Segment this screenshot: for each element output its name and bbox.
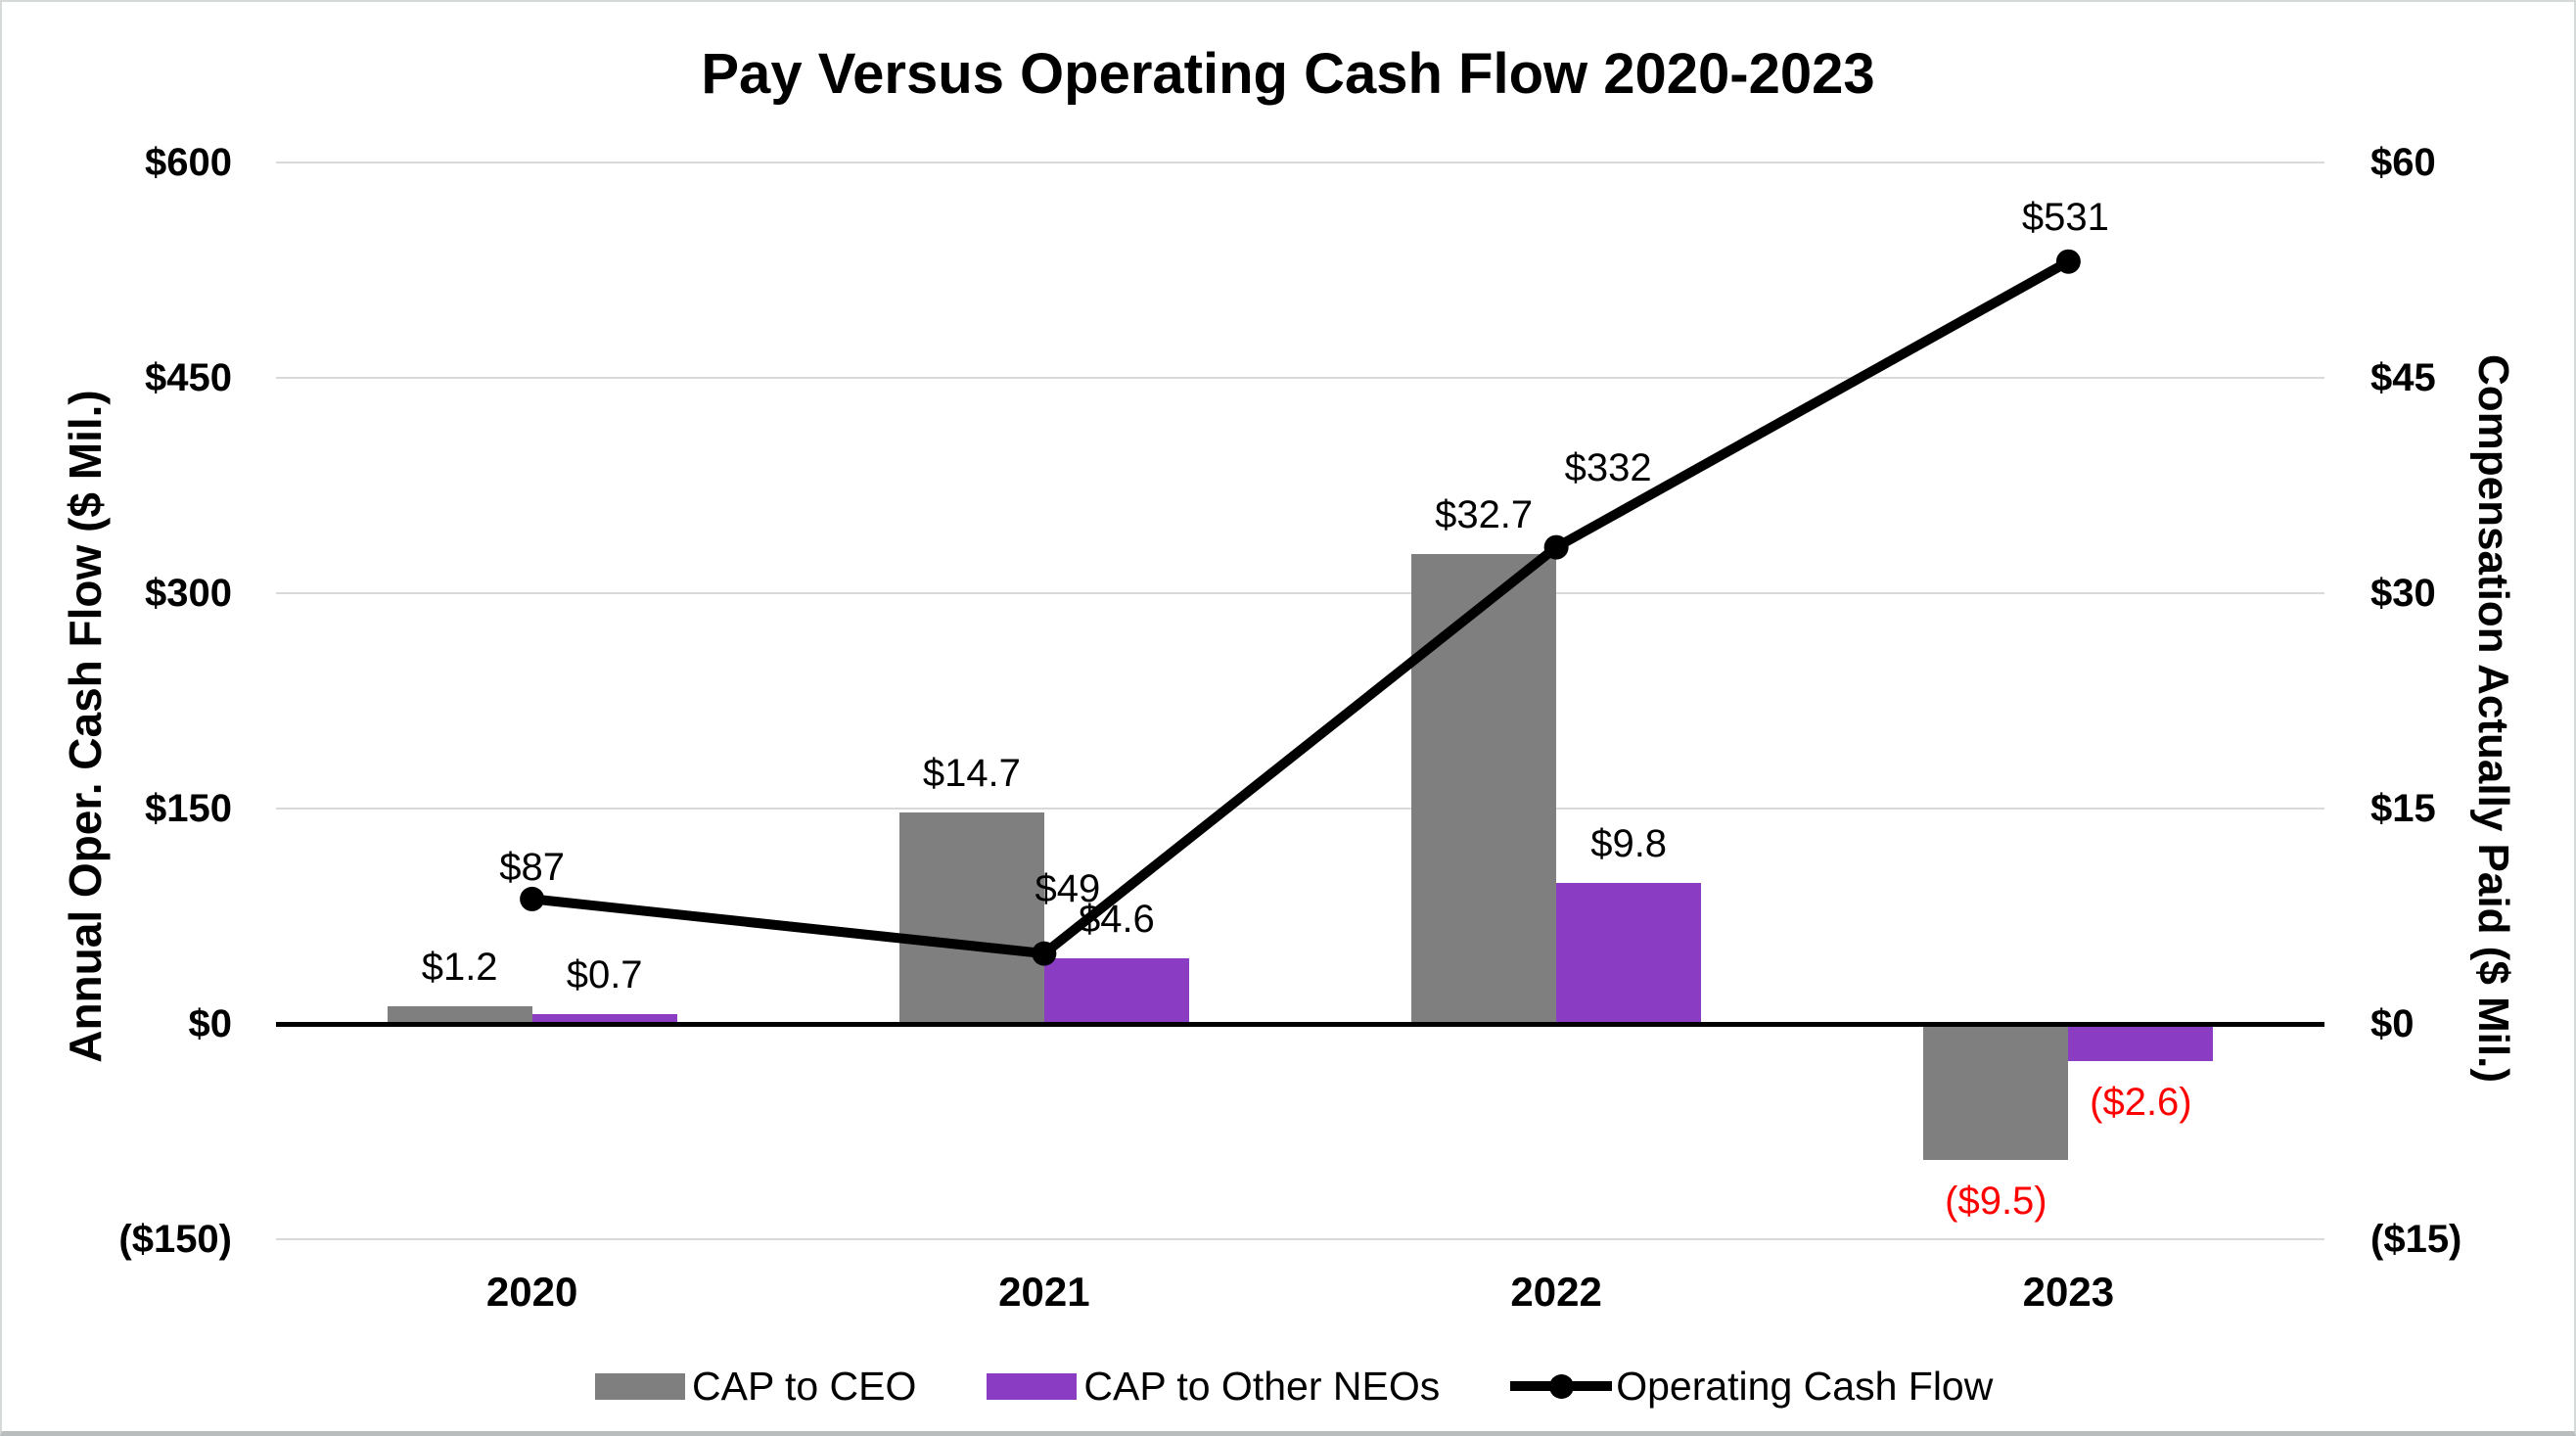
bar-label-cap-to-ceo-2022: $32.7 [1435, 493, 1534, 537]
left-axis-tick-300: $300 [145, 572, 232, 615]
legend-label-cap-to-ceo: CAP to CEO [692, 1364, 917, 1409]
line-data-label-2022: $332 [1564, 446, 1652, 490]
bar-cap-to-other-neos-2020 [531, 1013, 677, 1024]
line-marker-2020 [520, 886, 545, 911]
legend-label-cap-to-other-neos: CAP to Other NEOs [1083, 1364, 1441, 1409]
zero-axis-line [276, 1022, 2324, 1027]
gridline [276, 162, 2324, 163]
bar-cap-to-other-neos-2022 [1556, 883, 1702, 1024]
legend-item-cap-to-ceo: CAP to CEO [595, 1363, 916, 1410]
line-data-label-2023: $531 [2021, 196, 2109, 240]
gridline [276, 592, 2324, 594]
gridline [276, 1238, 2324, 1240]
line-data-label-2020: $87 [499, 846, 565, 890]
legend-item-operating-cash-flow: Operating Cash Flow [1510, 1363, 1993, 1410]
bar-label-cap-to-other-neos-2022: $9.8 [1590, 822, 1668, 866]
left-axis-tick-450: $450 [145, 356, 232, 399]
chart-title: Pay Versus Operating Cash Flow 2020-2023 [701, 42, 1875, 106]
legend-item-cap-to-other-neos: CAP to Other NEOs [987, 1363, 1440, 1410]
left-axis-tick-600: $600 [145, 141, 232, 184]
bar-cap-to-other-neos-2021 [1043, 957, 1189, 1024]
x-axis-label-2022: 2022 [1510, 1269, 1602, 1315]
bar-label-cap-to-ceo-2021: $14.7 [922, 752, 1021, 796]
bar-label-cap-to-ceo-2020: $1.2 [421, 946, 498, 990]
right-axis-tick-neg15: ($15) [2370, 1218, 2462, 1261]
legend: CAP to CEO CAP to Other NEOs Operating C… [595, 1363, 1993, 1410]
bar-cap-to-ceo-2022 [1411, 554, 1557, 1024]
line-dot [1549, 1374, 1575, 1399]
purple-swatch-icon [987, 1372, 1078, 1400]
bar-label-cap-to-other-neos-2021: $4.6 [1078, 897, 1155, 941]
right-axis-tick-0: $0 [2370, 1002, 2415, 1045]
left-axis-tick-neg150: ($150) [118, 1218, 232, 1261]
right-axis-tick-15: $15 [2370, 787, 2436, 830]
x-axis-label-2020: 2020 [485, 1269, 578, 1315]
line-marker-icon [1510, 1371, 1613, 1401]
bar-cap-to-ceo-2020 [387, 1006, 532, 1024]
gridline [276, 808, 2324, 810]
x-axis-label-2021: 2021 [998, 1269, 1090, 1315]
left-axis-tick-150: $150 [145, 787, 232, 830]
left-axis-title: Annual Oper. Cash Flow ($ Mil.) [60, 390, 111, 1063]
bar-label-cap-to-other-neos-2023: ($2.6) [2090, 1081, 2192, 1125]
gridline [276, 377, 2324, 379]
left-axis-tick-0: $0 [188, 1002, 233, 1045]
x-axis-label-2023: 2023 [2022, 1269, 2115, 1315]
line-data-label-2021: $49 [1035, 867, 1101, 911]
bar-cap-to-ceo-2021 [898, 812, 1044, 1024]
right-axis-tick-30: $30 [2370, 572, 2436, 615]
bar-cap-to-other-neos-2023 [2068, 1024, 2214, 1062]
gray-swatch-icon [595, 1372, 685, 1400]
legend-label-operating-cash-flow: Operating Cash Flow [1616, 1364, 1994, 1409]
bar-label-cap-to-ceo-2023: ($9.5) [1945, 1180, 2047, 1224]
bar-label-cap-to-other-neos-2020: $0.7 [566, 952, 643, 996]
right-axis-tick-45: $45 [2370, 356, 2436, 399]
bar-cap-to-ceo-2023 [1923, 1024, 2069, 1161]
line-marker-2023 [2055, 249, 2081, 274]
right-axis-title: Compensation Actually Paid ($ Mil.) [2469, 353, 2517, 1084]
right-axis-tick-60: $60 [2370, 141, 2436, 184]
